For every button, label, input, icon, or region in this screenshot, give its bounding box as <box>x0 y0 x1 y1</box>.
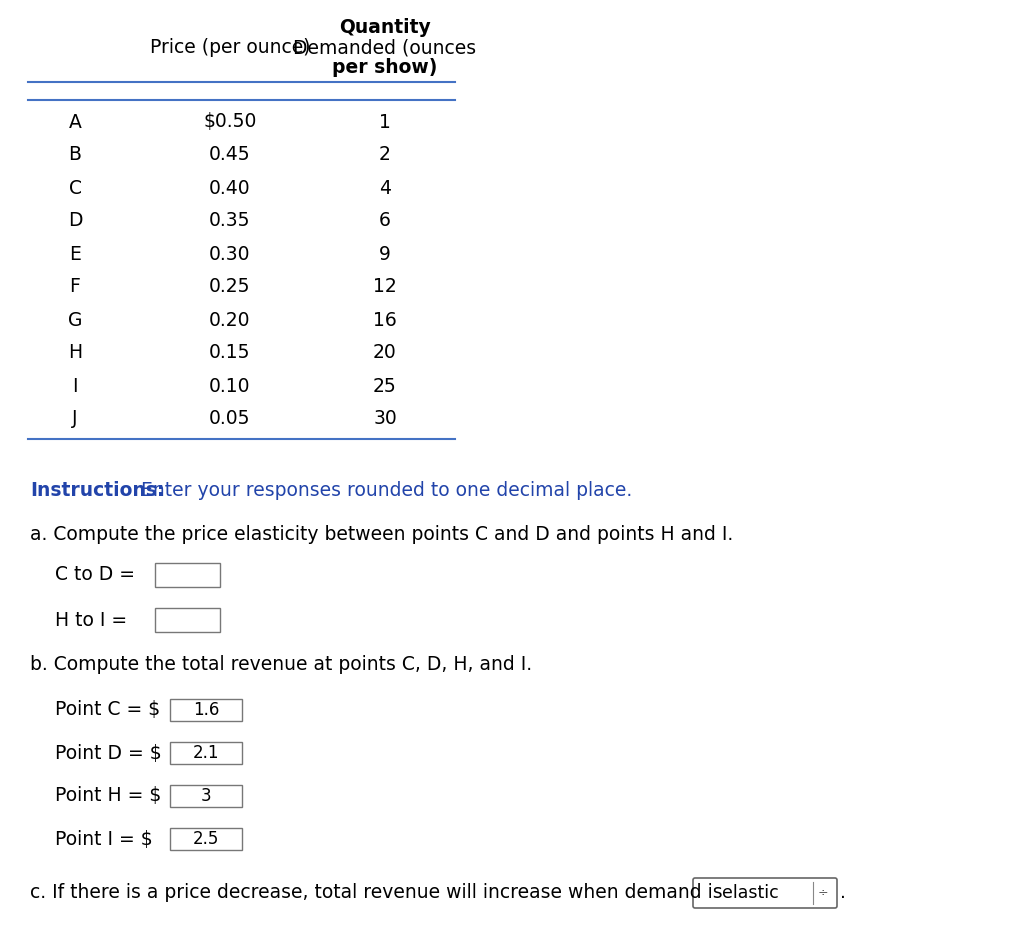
Text: Enter your responses rounded to one decimal place.: Enter your responses rounded to one deci… <box>135 480 632 499</box>
FancyBboxPatch shape <box>155 563 220 587</box>
Text: 1.6: 1.6 <box>193 701 219 719</box>
Text: Point C = $: Point C = $ <box>55 701 160 719</box>
Text: Point I = $: Point I = $ <box>55 829 153 848</box>
Text: Instructions:: Instructions: <box>30 480 165 499</box>
Text: 20: 20 <box>373 343 397 363</box>
FancyBboxPatch shape <box>170 742 242 764</box>
Text: 9: 9 <box>379 244 391 263</box>
Text: C to D =: C to D = <box>55 565 135 584</box>
Text: F: F <box>70 277 81 297</box>
FancyBboxPatch shape <box>155 608 220 632</box>
Text: 1: 1 <box>379 113 391 132</box>
Text: 2.1: 2.1 <box>193 744 219 762</box>
Text: 0.30: 0.30 <box>209 244 251 263</box>
Text: 0.20: 0.20 <box>209 311 251 329</box>
Text: I: I <box>73 377 78 396</box>
Text: E: E <box>69 244 81 263</box>
Text: A: A <box>69 113 82 132</box>
Text: D: D <box>68 212 82 230</box>
Text: 16: 16 <box>373 311 397 329</box>
Text: 3: 3 <box>201 787 211 805</box>
Text: H: H <box>68 343 82 363</box>
Text: a. Compute the price elasticity between points C and D and points H and I.: a. Compute the price elasticity between … <box>30 525 733 545</box>
Text: C: C <box>69 178 82 198</box>
Text: c. If there is a price decrease, total revenue will increase when demand is: c. If there is a price decrease, total r… <box>30 884 723 902</box>
FancyBboxPatch shape <box>170 828 242 850</box>
Text: Price (per ounce): Price (per ounce) <box>150 38 310 57</box>
Text: b. Compute the total revenue at points C, D, H, and I.: b. Compute the total revenue at points C… <box>30 656 532 675</box>
Text: J: J <box>73 410 78 428</box>
Text: 0.40: 0.40 <box>209 178 251 198</box>
Text: 6: 6 <box>379 212 391 230</box>
Text: 25: 25 <box>373 377 397 396</box>
Text: G: G <box>68 311 82 329</box>
Text: 12: 12 <box>373 277 397 297</box>
Text: 0.35: 0.35 <box>209 212 251 230</box>
Text: $0.50: $0.50 <box>204 113 257 132</box>
Text: 0.10: 0.10 <box>209 377 251 396</box>
Text: ÷: ÷ <box>818 886 828 899</box>
Text: Point D = $: Point D = $ <box>55 744 162 762</box>
Text: .: . <box>840 884 846 902</box>
Text: 0.25: 0.25 <box>209 277 251 297</box>
Text: 2.5: 2.5 <box>193 830 219 848</box>
Text: 4: 4 <box>379 178 391 198</box>
Text: Point H = $: Point H = $ <box>55 787 161 805</box>
FancyBboxPatch shape <box>693 878 837 908</box>
Text: Demanded (ounces: Demanded (ounces <box>294 38 476 57</box>
FancyBboxPatch shape <box>170 699 242 721</box>
Text: 2: 2 <box>379 146 391 164</box>
Text: 30: 30 <box>373 410 397 428</box>
FancyBboxPatch shape <box>170 785 242 807</box>
Text: 0.45: 0.45 <box>209 146 251 164</box>
Text: 0.15: 0.15 <box>209 343 251 363</box>
Text: H to I =: H to I = <box>55 610 127 630</box>
Text: Quantity: Quantity <box>339 18 431 37</box>
Text: per show): per show) <box>333 58 437 77</box>
Text: 0.05: 0.05 <box>209 410 251 428</box>
Text: B: B <box>69 146 82 164</box>
Text: elastic: elastic <box>722 884 778 902</box>
